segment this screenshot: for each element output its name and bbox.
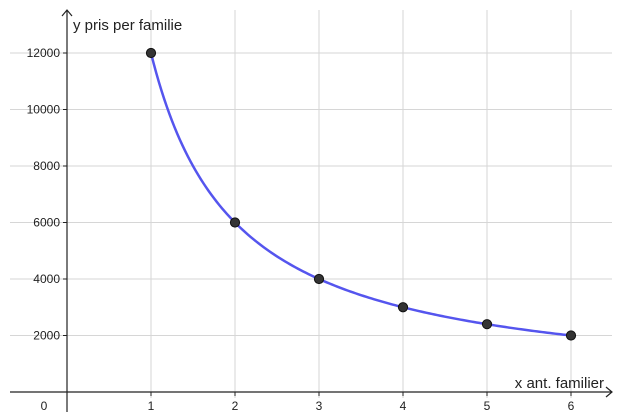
x-tick-label-4: 4 [400,399,407,413]
tick-labels: 1 2 3 4 5 6 2000 4000 6000 8000 10000 12000 [27,46,575,413]
data-point-5 [481,319,493,330]
data-point-2 [229,217,241,228]
y-tick-label-8000: 8000 [33,159,60,173]
y-tick-label-6000: 6000 [33,216,60,230]
y-tick-label-2000: 2000 [33,329,60,343]
y-tick-label-10000: 10000 [27,103,61,117]
y-axis-label: y pris per familie [73,17,182,34]
axes [10,9,613,412]
y-tick-label-4000: 4000 [33,272,60,286]
x-axis-arrow-icon [605,386,613,398]
x-tick-label-3: 3 [316,399,323,413]
series-curve [149,52,572,337]
x-tick-label-1: 1 [148,399,155,413]
x-tick-label-5: 5 [484,399,491,413]
grid [10,10,612,398]
x-tick-label-6: 6 [568,399,575,413]
x-axis-label: x ant. familier [515,375,604,392]
origin-label: 0 [41,399,48,413]
data-point-1 [145,47,157,59]
data-point-3 [313,273,325,285]
data-points [145,47,577,341]
x-tick-label-2: 2 [232,399,239,413]
y-tick-label-12000: 12000 [27,46,61,60]
data-point-4 [397,302,409,313]
data-point-6 [565,330,577,341]
y-axis-arrow-icon [61,9,73,17]
